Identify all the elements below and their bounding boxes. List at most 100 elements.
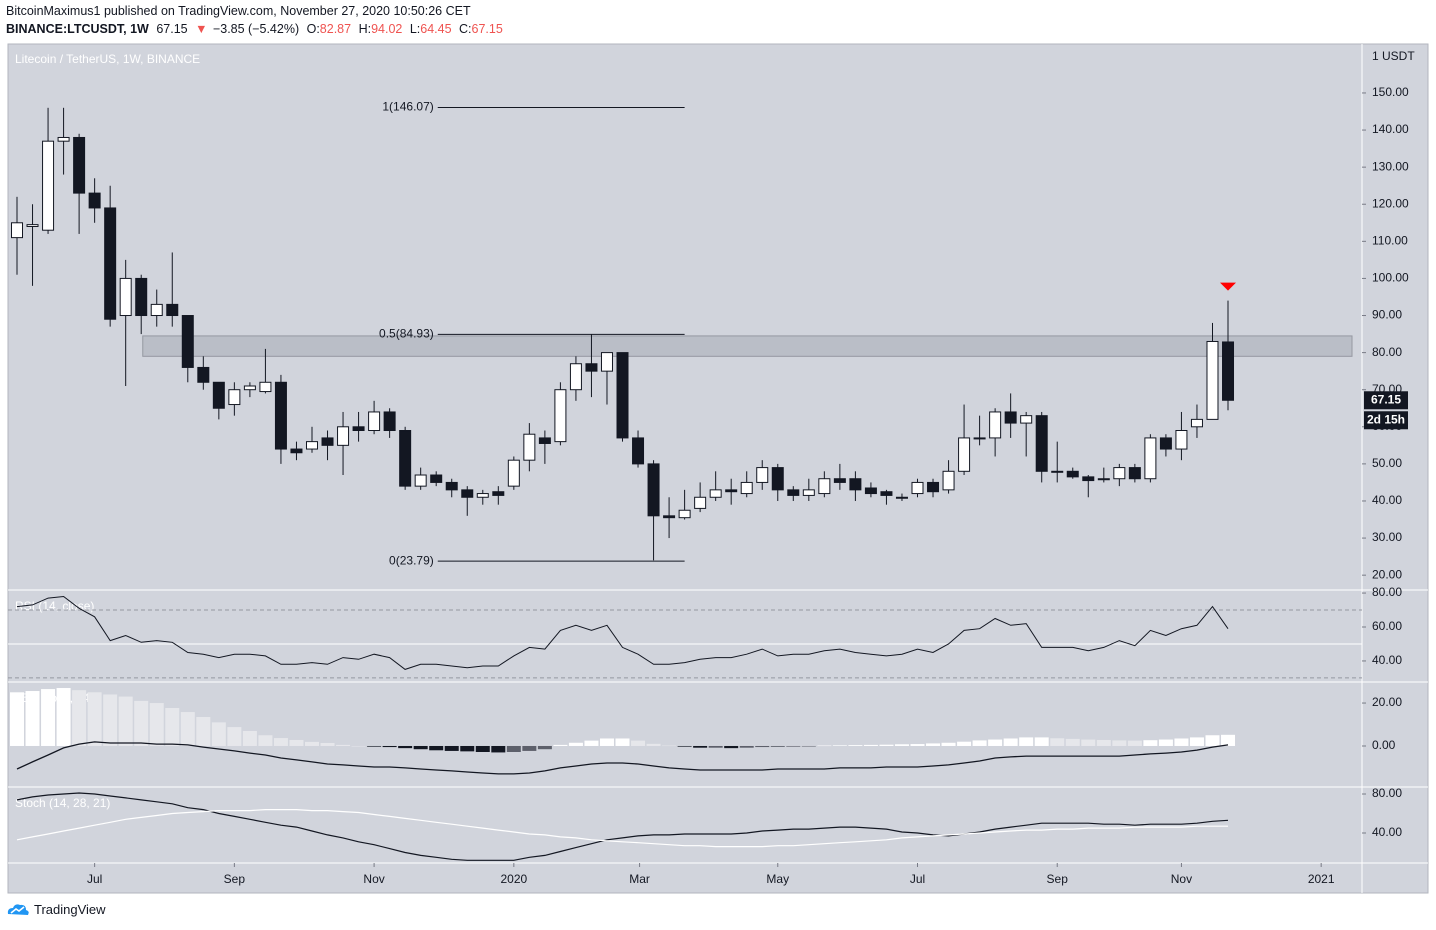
x-tick-label: Mar (629, 872, 650, 886)
histogram-bar (367, 745, 382, 747)
candle-body (973, 437, 986, 440)
histogram-bar (770, 745, 785, 747)
brand: TradingView (34, 901, 106, 917)
y-tick-label: 20.00 (1372, 695, 1402, 709)
chart-background (7, 43, 1429, 894)
candle-body (694, 496, 707, 509)
symbol: BINANCE:LTCUSDT, 1W (6, 22, 149, 36)
histogram-bar (1158, 739, 1173, 746)
candle-body (414, 474, 427, 487)
candle-body (119, 277, 132, 317)
x-tick-label: Jul (87, 872, 102, 886)
histogram-bar (134, 700, 149, 746)
histogram-bar (460, 745, 475, 752)
candle-body (942, 470, 955, 491)
candle-body (181, 315, 194, 368)
histogram-bar (662, 745, 677, 747)
histogram-bar (1143, 740, 1158, 746)
histogram-bar (87, 692, 102, 746)
y-tick-label: 80.00 (1372, 345, 1402, 359)
candle-body (150, 303, 163, 317)
countdown-box (1364, 411, 1408, 430)
histogram-bar (273, 738, 288, 746)
candle-body (1051, 470, 1064, 473)
candle-body (958, 437, 971, 472)
candle-body (135, 277, 148, 317)
candle-body (1097, 478, 1110, 481)
candle-body (787, 489, 800, 496)
histogram-bar (693, 745, 708, 748)
y-tick-label: 40.00 (1372, 493, 1402, 507)
candle-body (1066, 470, 1079, 478)
candle-body (259, 381, 272, 393)
x-tick-label: May (766, 872, 789, 886)
candle-body (585, 363, 598, 372)
candle-body (197, 366, 210, 383)
candle-body (523, 433, 536, 461)
ohlc-value: 64.45 (420, 22, 452, 36)
y-tick-label: 80.00 (1372, 786, 1402, 800)
histogram-bar (103, 694, 118, 746)
candle-body (1206, 340, 1219, 420)
histogram-bar (863, 744, 878, 746)
candle-body (756, 467, 769, 483)
histogram-bar (631, 740, 646, 746)
histogram-bar (1096, 739, 1111, 746)
candle-body (833, 478, 846, 483)
candle-body (554, 389, 567, 443)
candle-body (212, 381, 225, 409)
footer: TradingView (6, 901, 106, 917)
histogram-bar (165, 707, 180, 746)
y-tick-label: 50.00 (1372, 456, 1402, 470)
histogram-bar (491, 745, 506, 753)
ohlc-value: 82.87 (319, 22, 352, 36)
histogram-bar (1174, 738, 1189, 746)
histogram-bar (910, 744, 925, 746)
candle-body (647, 463, 660, 517)
y-tick-label: 150.00 (1372, 85, 1409, 99)
histogram-bar (599, 738, 614, 746)
y-tick-label: 0.00 (1372, 738, 1396, 752)
candle-body (228, 389, 241, 406)
published: BitcoinMaximus1 published on TradingView… (6, 4, 471, 18)
last-price-label: 67.15 (1371, 392, 1401, 406)
candle-body (927, 481, 940, 493)
x-tick-label: Nov (363, 872, 384, 886)
histogram-bar (537, 745, 552, 750)
histogram-bar (429, 745, 444, 751)
x-tick-label: Nov (1171, 872, 1192, 886)
candle-body (104, 207, 117, 320)
candle-body (507, 459, 520, 487)
candle-body (1128, 467, 1141, 480)
histogram-bar (258, 735, 273, 746)
candle-body (42, 140, 55, 231)
histogram-bar (677, 745, 692, 747)
candle-body (802, 489, 815, 496)
histogram-bar (894, 744, 909, 746)
candle-body (849, 478, 862, 491)
histogram-bar (848, 745, 863, 746)
ohlc-value: 94.02 (371, 22, 403, 36)
histogram-bar (972, 740, 987, 746)
y-tick-label: 130.00 (1372, 159, 1409, 173)
x-tick-label: Sep (1047, 872, 1069, 886)
candle-body (632, 437, 645, 465)
candle-body (1113, 467, 1126, 480)
histogram-bar (755, 745, 770, 748)
histogram-bar (149, 703, 164, 746)
candle-body (492, 491, 505, 496)
candle-body (430, 474, 443, 483)
candle-body (461, 489, 474, 498)
candle-body (399, 430, 412, 487)
histogram-bar (444, 745, 459, 751)
y-tick-label: 80.00 (1372, 585, 1402, 599)
histogram-bar (211, 722, 226, 746)
y-tick-label: 100.00 (1372, 271, 1409, 285)
fib-label: 0.5(84.93) (379, 326, 434, 340)
histogram-bar (10, 692, 25, 746)
y-tick-label: 140.00 (1372, 122, 1409, 136)
panel-title: Stoch (14, 28, 21) (15, 796, 110, 810)
candle-body (1144, 437, 1157, 480)
histogram-bar (553, 744, 568, 746)
